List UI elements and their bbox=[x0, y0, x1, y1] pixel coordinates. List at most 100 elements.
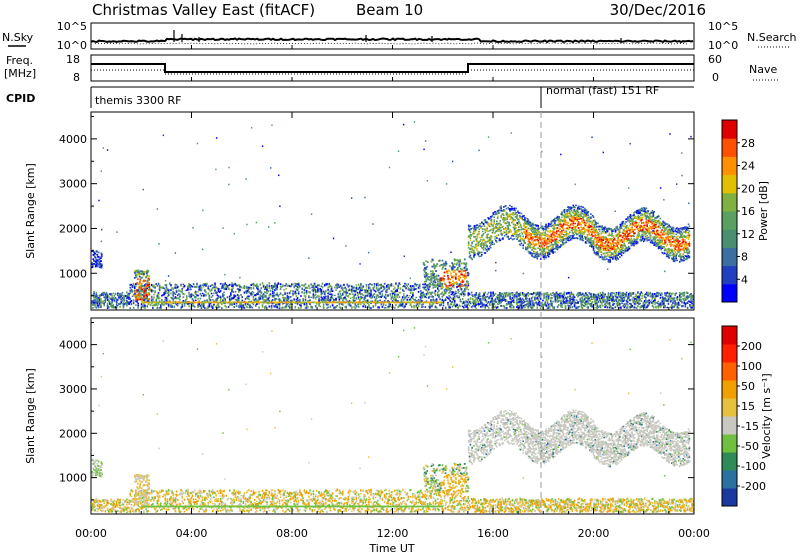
data-cell bbox=[282, 294, 284, 296]
data-cell bbox=[399, 296, 401, 298]
data-cell bbox=[513, 223, 515, 225]
data-cell bbox=[520, 240, 522, 242]
data-cell bbox=[523, 229, 525, 231]
data-cell bbox=[508, 238, 510, 240]
data-cell bbox=[248, 298, 250, 300]
data-cell bbox=[196, 286, 198, 288]
data-cell bbox=[506, 232, 508, 234]
data-cell bbox=[532, 307, 534, 309]
data-cell bbox=[510, 237, 512, 239]
data-cell bbox=[315, 298, 317, 300]
data-cell bbox=[408, 297, 410, 298]
data-cell bbox=[315, 305, 317, 307]
data-cell bbox=[161, 299, 163, 301]
data-cell bbox=[663, 303, 665, 305]
data-cell bbox=[284, 292, 286, 294]
data-cell bbox=[441, 277, 443, 279]
data-cell bbox=[229, 284, 231, 286]
radar-title: Christmas Valley East (fitACF) bbox=[92, 1, 315, 19]
data-cell bbox=[500, 239, 502, 241]
data-cell bbox=[607, 306, 609, 308]
data-cell bbox=[299, 285, 301, 287]
data-cell bbox=[93, 260, 95, 262]
data-cell bbox=[389, 304, 391, 306]
data-cell bbox=[374, 296, 376, 298]
data-cell bbox=[228, 306, 230, 308]
data-cell bbox=[335, 289, 337, 291]
data-cell bbox=[340, 290, 342, 292]
data-cell bbox=[472, 295, 474, 297]
data-cell bbox=[92, 307, 94, 309]
data-cell bbox=[229, 289, 231, 290]
data-cell bbox=[655, 306, 657, 308]
data-cell bbox=[491, 228, 493, 230]
data-cell bbox=[94, 253, 96, 255]
data-cell bbox=[328, 283, 330, 285]
data-cell bbox=[195, 291, 197, 293]
data-cell bbox=[463, 295, 465, 297]
data-cell bbox=[91, 262, 93, 264]
data-cell bbox=[258, 307, 260, 309]
data-cell bbox=[290, 290, 292, 292]
data-cell bbox=[681, 301, 683, 303]
data-cell bbox=[446, 272, 448, 274]
data-cell bbox=[144, 307, 146, 309]
data-cell bbox=[299, 299, 301, 301]
data-cell bbox=[360, 283, 362, 285]
data-cell bbox=[454, 270, 456, 272]
data-cell bbox=[486, 235, 488, 237]
data-cell bbox=[439, 260, 441, 262]
data-cell bbox=[487, 237, 489, 239]
data-cell bbox=[148, 275, 150, 277]
nave-tick-top: 60 bbox=[708, 53, 722, 66]
data-cell bbox=[507, 236, 509, 238]
data-cell bbox=[485, 228, 487, 230]
data-cell bbox=[350, 297, 352, 299]
data-cell bbox=[532, 233, 534, 235]
data-cell bbox=[525, 217, 527, 219]
data-cell bbox=[458, 285, 460, 287]
data-cell bbox=[437, 291, 439, 293]
data-cell bbox=[126, 305, 128, 307]
data-cell bbox=[270, 290, 272, 292]
data-cell bbox=[519, 212, 521, 214]
data-cell bbox=[395, 304, 397, 306]
data-cell bbox=[507, 219, 509, 221]
data-cell bbox=[486, 245, 488, 247]
data-cell bbox=[129, 307, 131, 309]
data-cell bbox=[551, 295, 553, 296]
data-cell bbox=[308, 285, 310, 287]
data-cell bbox=[136, 294, 138, 296]
data-cell bbox=[567, 302, 569, 304]
data-cell bbox=[533, 246, 535, 248]
data-cell bbox=[484, 292, 486, 294]
data-cell bbox=[362, 305, 364, 307]
data-cell bbox=[431, 305, 433, 307]
data-cell bbox=[139, 273, 141, 275]
nsearch-label: N.Search bbox=[747, 31, 797, 44]
data-cell bbox=[213, 292, 215, 294]
data-cell bbox=[438, 295, 440, 297]
data-cell bbox=[527, 295, 529, 297]
data-cell bbox=[472, 246, 474, 248]
data-cell bbox=[128, 294, 130, 296]
data-cell bbox=[458, 295, 460, 297]
data-cell bbox=[467, 274, 469, 276]
data-cell bbox=[550, 300, 552, 302]
data-cell bbox=[495, 293, 497, 294]
data-cell bbox=[280, 292, 282, 294]
data-cell bbox=[382, 290, 384, 291]
data-cell bbox=[143, 294, 145, 296]
data-cell bbox=[356, 284, 358, 285]
data-cell bbox=[503, 206, 505, 208]
data-cell bbox=[630, 303, 632, 304]
data-cell bbox=[664, 306, 666, 308]
data-cell bbox=[331, 288, 333, 290]
data-cell bbox=[153, 296, 155, 298]
data-cell bbox=[432, 259, 434, 261]
data-cell bbox=[473, 257, 475, 259]
data-cell bbox=[461, 288, 463, 290]
data-cell bbox=[100, 306, 102, 308]
data-cell bbox=[137, 305, 139, 307]
data-cell bbox=[479, 223, 481, 225]
